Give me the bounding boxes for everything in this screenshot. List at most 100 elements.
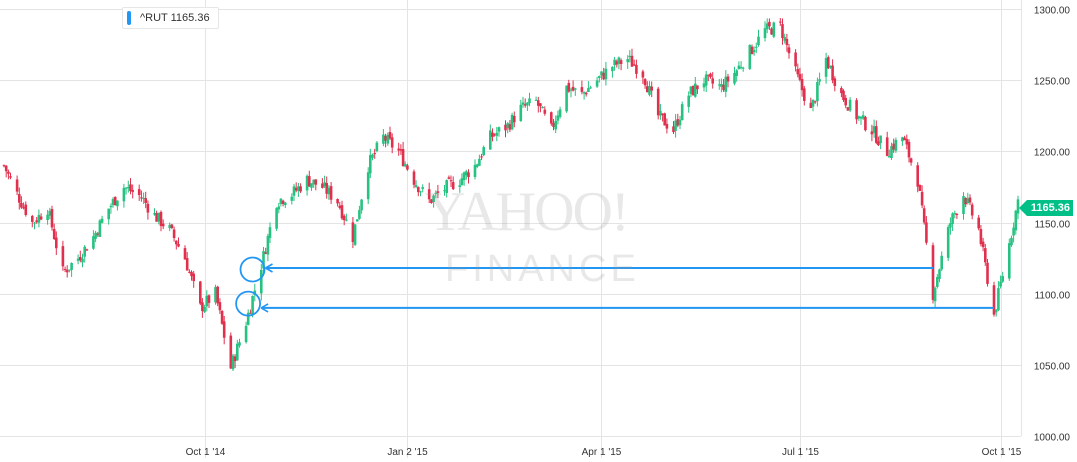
candle-body <box>403 164 407 167</box>
candle-body <box>979 229 983 245</box>
candle-body <box>916 165 919 187</box>
y-tick-label: 1000.00 <box>1034 433 1071 444</box>
candle-body <box>1001 276 1004 282</box>
candle-body <box>220 310 224 324</box>
candle-body <box>175 240 178 245</box>
candle-body <box>504 124 507 131</box>
candle-body <box>885 137 889 156</box>
candle-body <box>994 309 998 313</box>
candle-body <box>251 296 254 316</box>
candle-body <box>711 78 714 84</box>
candle-body <box>81 258 84 263</box>
candle-body <box>720 84 723 87</box>
candle-body <box>244 325 248 343</box>
candle-body <box>870 131 874 135</box>
candle-body <box>356 219 359 222</box>
candle-body <box>663 113 666 126</box>
candle-body <box>796 69 800 75</box>
candle-body <box>449 180 453 182</box>
candle-body <box>113 196 117 206</box>
candle-body <box>475 164 479 167</box>
candle-body <box>371 154 374 158</box>
last-price-tag: 1165.36 <box>1019 200 1073 216</box>
candle-body <box>109 205 113 208</box>
y-tick-label: 1100.00 <box>1035 291 1071 302</box>
candle-body <box>617 57 621 64</box>
candle-body <box>678 119 682 126</box>
candle-body <box>875 126 878 143</box>
candle-body <box>787 47 791 54</box>
candle-body <box>310 183 313 188</box>
candle-body <box>412 171 416 185</box>
candle-body <box>70 263 73 270</box>
candle-body <box>604 68 608 80</box>
candle-body <box>382 134 385 144</box>
candle-body <box>521 102 525 105</box>
candle-body <box>528 98 531 104</box>
candle-body <box>537 100 540 106</box>
candle-body <box>922 208 926 223</box>
candle-body <box>279 198 283 204</box>
candle-body <box>323 182 326 187</box>
candle-body <box>909 158 913 163</box>
candle-body <box>275 208 278 229</box>
candle-body <box>246 312 250 325</box>
candle-body <box>48 210 52 216</box>
candle-body <box>233 356 237 362</box>
candle-body <box>665 123 669 129</box>
candle-body <box>294 187 298 191</box>
candle-body <box>489 130 492 150</box>
candle-body <box>61 246 65 267</box>
candle-body <box>266 235 270 255</box>
candle-body <box>161 223 165 227</box>
candle-body <box>85 249 89 251</box>
candle-body <box>811 99 815 107</box>
candle-body <box>626 59 629 63</box>
candle-body <box>888 156 891 158</box>
candle-body <box>772 22 776 37</box>
legend[interactable]: ^RUT 1165.36 <box>122 7 219 29</box>
legend-label: ^RUT 1165.36 <box>140 12 210 24</box>
candle-body <box>231 355 235 370</box>
candle-body <box>1010 237 1013 246</box>
candle-body <box>92 236 95 249</box>
candle-body <box>587 88 590 92</box>
candle-body <box>24 204 28 215</box>
candle-body <box>432 195 435 202</box>
annotation-circle <box>235 290 262 317</box>
candle-body <box>840 88 843 94</box>
candle-body <box>508 124 512 130</box>
candle-body <box>50 209 54 228</box>
x-tick-label: Apr 1 '15 <box>582 447 622 458</box>
candle-body <box>659 110 662 116</box>
candle-body <box>726 76 730 82</box>
candle-body <box>752 50 756 53</box>
candle-body <box>31 216 34 222</box>
candle-body <box>506 123 509 128</box>
candle-body <box>155 213 158 222</box>
candle-body <box>676 119 680 126</box>
candle-body <box>783 37 786 41</box>
candle-body <box>414 185 418 187</box>
candle-body <box>419 191 422 193</box>
candle-body <box>619 60 623 64</box>
candle-body <box>312 179 315 185</box>
candle-body <box>768 21 771 27</box>
candle-body <box>936 277 939 287</box>
candle-body <box>813 101 817 103</box>
candle-body <box>661 113 664 115</box>
candle-body <box>185 258 189 271</box>
candle-body <box>552 122 555 127</box>
candle-body <box>495 132 499 136</box>
candle-body <box>611 66 614 72</box>
candle-body <box>397 148 400 151</box>
candle-body <box>827 57 830 69</box>
candle-body <box>981 241 985 248</box>
candle-body <box>554 120 557 130</box>
candle-body <box>390 137 394 148</box>
y-tick-label: 1050.00 <box>1034 362 1071 373</box>
candle-body <box>582 92 586 94</box>
candle-body <box>168 224 171 229</box>
candle-body <box>510 114 514 130</box>
candle-body <box>15 179 19 192</box>
